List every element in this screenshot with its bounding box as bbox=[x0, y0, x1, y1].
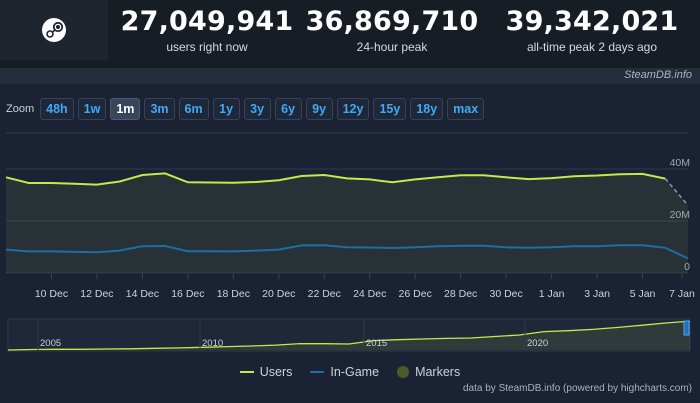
x-tick-label: 22 Dec bbox=[308, 288, 341, 300]
users-series-line bbox=[5, 172, 666, 186]
x-tick-label: 1 Jan bbox=[539, 288, 565, 300]
navigator-series-line bbox=[7, 320, 691, 351]
navigator: 2005 2010 2015 2020 bbox=[7, 318, 691, 352]
stat-label: all-time peak 2 days ago bbox=[526, 40, 658, 54]
zoom-button-1w[interactable]: 1w bbox=[77, 98, 107, 120]
zoom-button-18y[interactable]: 18y bbox=[410, 98, 444, 120]
zoom-label: Zoom bbox=[6, 103, 35, 115]
x-tick-label: 16 Dec bbox=[171, 288, 204, 300]
zoom-controls: Zoom 48h 1w 1m 3m 6m 1y 3y 6y 9y 12y 15y 18y max bbox=[6, 97, 488, 121]
zoom-button-9y[interactable]: 9y bbox=[305, 98, 333, 120]
zoom-button-1y[interactable]: 1y bbox=[212, 98, 240, 120]
stat-value: 27,049,941 bbox=[120, 6, 294, 37]
legend-item-users[interactable]: Users bbox=[239, 365, 293, 379]
x-tick-label: 28 Dec bbox=[444, 288, 477, 300]
zoom-button-3y[interactable]: 3y bbox=[243, 98, 271, 120]
zoom-button-6m[interactable]: 6m bbox=[178, 98, 209, 120]
stat-label: users right now bbox=[166, 40, 248, 54]
legend-label: Users bbox=[259, 365, 293, 379]
users-area bbox=[6, 173, 688, 273]
navigator-tick-label: 2010 bbox=[202, 338, 223, 349]
legend-label: In-Game bbox=[330, 365, 380, 379]
zoom-button-6y[interactable]: 6y bbox=[274, 98, 302, 120]
legend-label: Markers bbox=[415, 365, 461, 379]
navigator-handle bbox=[683, 320, 690, 336]
steam-logo-icon bbox=[42, 18, 66, 42]
navigator-tick-label: 2020 bbox=[527, 338, 548, 349]
x-tick-label: 30 Dec bbox=[489, 288, 522, 300]
stat-value: 36,869,710 bbox=[305, 6, 479, 37]
zoom-button-15y[interactable]: 15y bbox=[373, 98, 407, 120]
credit-link[interactable]: SteamDB.info bbox=[624, 69, 692, 81]
logo-box[interactable] bbox=[0, 0, 108, 60]
users-swatch bbox=[239, 371, 254, 373]
x-tick-label: 14 Dec bbox=[126, 288, 159, 300]
zoom-button-group: 48h 1w 1m 3m 6m 1y 3y 6y 9y 12y 15y 18y max bbox=[40, 98, 488, 120]
markers-swatch bbox=[397, 366, 410, 378]
stat-value: 39,342,021 bbox=[505, 6, 679, 37]
zoom-button-1m[interactable]: 1m bbox=[110, 98, 141, 120]
stats-header: 27,049,941 users right now 36,869,710 24… bbox=[0, 0, 700, 68]
chart-grid bbox=[6, 132, 688, 274]
legend-item-ingame[interactable]: In-Game bbox=[310, 365, 379, 379]
users-series-projection bbox=[664, 178, 689, 206]
x-tick-label: 26 Dec bbox=[399, 288, 432, 300]
zoom-button-12y[interactable]: 12y bbox=[336, 98, 370, 120]
stat-24h-peak: 36,869,710 24-hour peak bbox=[305, 6, 479, 55]
x-tick-label: 7 Jan bbox=[669, 288, 695, 300]
chart-credit[interactable]: data by SteamDB.info (powered by highcha… bbox=[463, 383, 692, 394]
navigator-tick-label: 2015 bbox=[366, 338, 387, 349]
legend-item-markers[interactable]: Markers bbox=[397, 365, 460, 379]
players-chart[interactable]: 0 20M 40M 10 Dec 12 Dec 14 Dec 16 Dec 18 Dec 20… bbox=[0, 125, 700, 357]
y-tick-label: 20M bbox=[670, 209, 690, 221]
chart-legend: Users In-Game Markers bbox=[0, 364, 700, 380]
y-tick-label: 40M bbox=[670, 157, 690, 169]
zoom-button-48h[interactable]: 48h bbox=[40, 98, 74, 120]
credit-bar: SteamDB.info bbox=[0, 68, 700, 84]
navigator-tick-label: 2005 bbox=[40, 338, 61, 349]
x-tick-label: 5 Jan bbox=[630, 288, 656, 300]
navigator-area bbox=[8, 321, 690, 350]
zoom-button-3m[interactable]: 3m bbox=[144, 98, 175, 120]
x-tick-label: 3 Jan bbox=[584, 288, 610, 300]
x-tick-label: 10 Dec bbox=[35, 288, 68, 300]
ingame-series-line bbox=[5, 244, 689, 260]
y-axis-labels: 0 20M 40M bbox=[670, 157, 691, 273]
x-tick-label: 12 Dec bbox=[80, 288, 113, 300]
stat-all-time-peak: 39,342,021 all-time peak 2 days ago bbox=[502, 6, 682, 55]
y-tick-label: 0 bbox=[684, 261, 690, 273]
x-axis-labels: 10 Dec 12 Dec 14 Dec 16 Dec 18 Dec 20 Dec 22 D… bbox=[35, 274, 695, 300]
navigator-background bbox=[7, 318, 691, 352]
ingame-swatch bbox=[310, 371, 325, 373]
stat-current-users: 27,049,941 users right now bbox=[120, 6, 294, 55]
zoom-button-max[interactable]: max bbox=[447, 98, 485, 120]
stat-label: 24-hour peak bbox=[356, 40, 428, 54]
x-tick-label: 18 Dec bbox=[217, 288, 250, 300]
x-tick-label: 20 Dec bbox=[262, 288, 295, 300]
x-tick-label: 24 Dec bbox=[353, 288, 386, 300]
